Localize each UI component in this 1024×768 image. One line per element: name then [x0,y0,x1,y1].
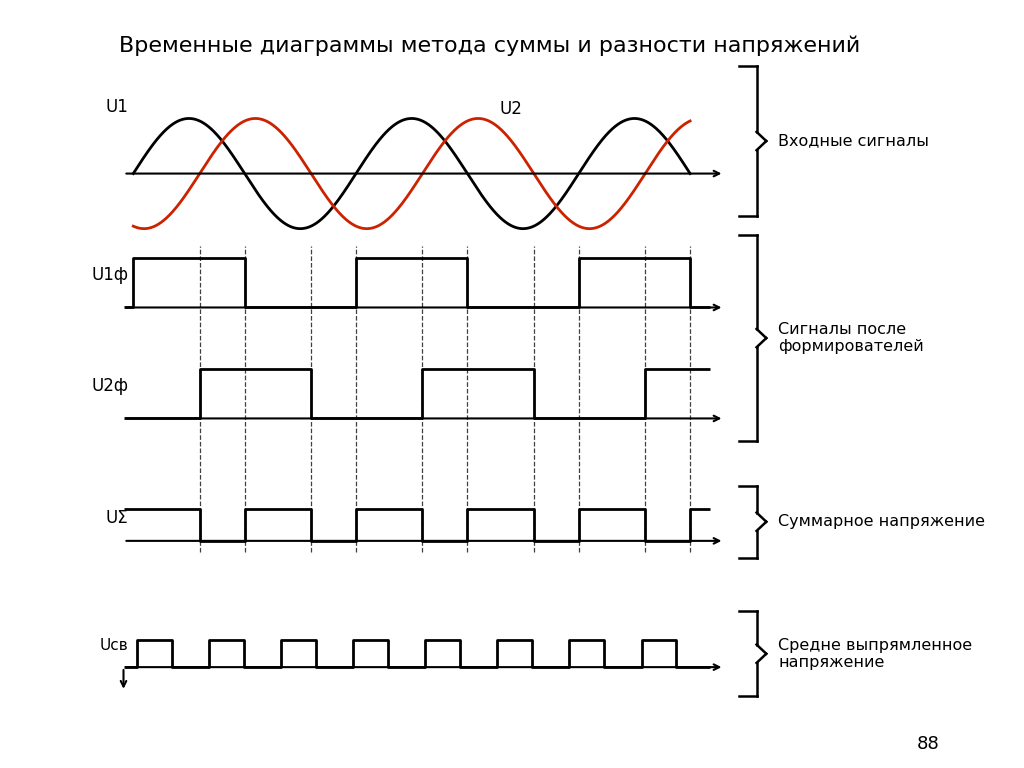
Text: Суммарное напряжение: Суммарное напряжение [778,515,985,529]
Text: U1ф: U1ф [91,266,128,284]
Text: Входные сигналы: Входные сигналы [778,134,929,148]
Text: U2: U2 [500,101,522,118]
Text: 88: 88 [916,735,939,753]
Text: Uсв: Uсв [99,638,128,654]
Text: Временные диаграммы метода суммы и разности напряжений: Временные диаграммы метода суммы и разно… [119,36,860,56]
Text: Сигналы после
формирователей: Сигналы после формирователей [778,322,924,354]
Text: UΣ: UΣ [105,509,128,528]
Text: U2ф: U2ф [91,377,128,395]
Text: Средне выпрямленное
напряжение: Средне выпрямленное напряжение [778,637,972,670]
Text: U1: U1 [105,98,128,116]
